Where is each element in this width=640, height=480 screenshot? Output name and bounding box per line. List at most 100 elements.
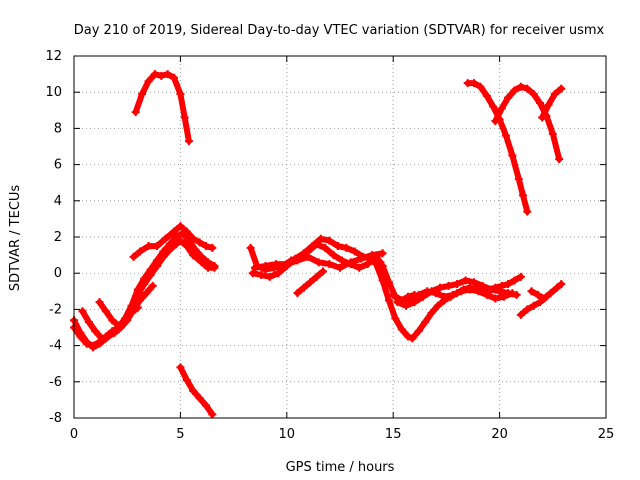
data-point [250, 263, 259, 272]
data-point [293, 289, 302, 298]
data-point [108, 316, 117, 325]
data-point [372, 260, 381, 269]
data-point [95, 298, 104, 307]
series-markers-arc-q [463, 79, 532, 216]
data-point [163, 70, 172, 79]
x-tick-label: 15 [385, 427, 402, 442]
data-point [146, 265, 155, 274]
data-point [306, 278, 315, 287]
data-point [161, 234, 170, 243]
data-point [293, 256, 302, 265]
data-point [423, 287, 432, 296]
data-point [195, 238, 204, 247]
data-point [501, 131, 510, 140]
series-markers-arc-c [78, 281, 157, 343]
data-point [121, 316, 130, 325]
data-point [76, 332, 85, 341]
data-point [201, 242, 210, 251]
data-point [378, 276, 387, 285]
data-point [189, 386, 198, 395]
data-point [329, 251, 338, 260]
series-markers-arc-g [176, 363, 217, 419]
data-point [508, 289, 517, 298]
data-point [523, 207, 532, 216]
data-point [176, 222, 185, 231]
data-point [397, 325, 406, 334]
y-tick-label: 6 [54, 158, 62, 173]
data-point [299, 283, 308, 292]
data-point [197, 252, 206, 261]
data-point [97, 334, 106, 343]
data-point [148, 281, 157, 290]
data-point [516, 82, 525, 91]
series-markers-arc-s [538, 84, 566, 122]
data-point [135, 296, 144, 305]
data-point [350, 247, 359, 256]
data-point [482, 290, 491, 299]
data-point [84, 318, 93, 327]
x-axis-label: GPS time / hours [286, 460, 395, 475]
data-point [495, 287, 504, 296]
data-point [336, 263, 344, 272]
series-markers-arc-e [129, 222, 217, 261]
data-point [476, 82, 485, 91]
data-point [150, 70, 159, 79]
data-point [544, 100, 553, 109]
data-point [555, 155, 564, 164]
data-point [431, 289, 440, 298]
data-point [127, 309, 136, 318]
series-markers-arc-p [527, 280, 566, 303]
data-point [391, 314, 400, 323]
data-point [101, 307, 110, 316]
data-point [189, 234, 198, 243]
data-point [510, 276, 519, 285]
y-tick-label: 2 [54, 230, 62, 245]
data-point [308, 242, 317, 251]
data-point [189, 251, 198, 260]
data-point [470, 79, 479, 88]
y-tick-label: 4 [54, 194, 62, 209]
data-point [499, 292, 508, 301]
data-point [165, 240, 174, 249]
x-tick-label: 20 [491, 427, 508, 442]
data-point [152, 256, 161, 265]
data-point [384, 296, 393, 305]
series-line-arc-i [249, 235, 384, 280]
data-point [144, 242, 153, 251]
x-tick-label: 0 [70, 427, 78, 442]
y-tick-label: -8 [49, 411, 62, 426]
data-point [433, 301, 442, 310]
data-point [201, 401, 210, 410]
data-point [538, 113, 547, 122]
data-point [508, 151, 517, 160]
data-point [338, 256, 347, 265]
data-point [516, 272, 525, 281]
data-point [176, 90, 185, 99]
data-point [208, 410, 217, 419]
data-point [540, 294, 549, 303]
series-markers-arc-n [389, 285, 517, 305]
data-point [470, 278, 479, 287]
data-point [342, 243, 351, 252]
data-point [204, 258, 213, 267]
data-point [510, 86, 519, 95]
data-point [401, 301, 410, 310]
data-point [282, 260, 291, 269]
data-point [548, 129, 557, 138]
data-point [325, 236, 334, 245]
data-point [357, 254, 366, 263]
data-point [142, 289, 151, 298]
data-point [529, 90, 538, 99]
data-point [257, 271, 266, 280]
data-point [144, 77, 153, 86]
data-point [325, 260, 334, 269]
y-tick-label: -6 [49, 375, 62, 390]
data-point [529, 301, 538, 310]
data-point [152, 242, 161, 251]
data-point [314, 258, 323, 267]
axis-ticks: 0 5 10 15 20 25 -8 -6 -4 -2 0 2 4 6 8 10 12 [45, 49, 614, 442]
data-point [461, 276, 470, 285]
data-point [557, 84, 566, 93]
data-point [453, 280, 462, 289]
data-point [363, 260, 372, 269]
